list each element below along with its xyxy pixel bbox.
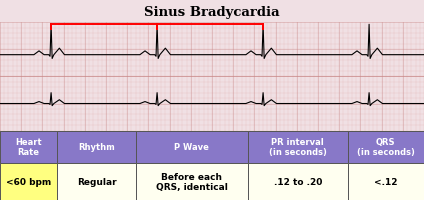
Text: Before each
QRS, identical: Before each QRS, identical [156,172,228,191]
Text: Heart
Rate: Heart Rate [15,138,42,156]
Bar [136,131,248,163]
Text: <.12: <.12 [374,177,398,186]
Text: QRS
(in seconds): QRS (in seconds) [357,138,415,156]
Bar [348,163,424,200]
Bar [0,131,57,163]
Text: Regular: Regular [77,177,116,186]
Bar [248,131,348,163]
Text: <60 bpm: <60 bpm [6,177,51,186]
Bar [57,131,136,163]
Text: Rhythm: Rhythm [78,142,115,151]
Bar [348,131,424,163]
Bar [57,163,136,200]
Bar [248,163,348,200]
Text: .12 to .20: .12 to .20 [273,177,322,186]
Text: PR interval
(in seconds): PR interval (in seconds) [269,138,327,156]
Bar [0,163,57,200]
Bar [136,163,248,200]
Text: Sinus Bradycardia: Sinus Bradycardia [144,6,280,19]
Text: P Wave: P Wave [174,142,209,151]
